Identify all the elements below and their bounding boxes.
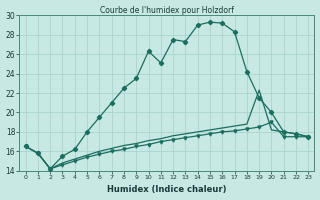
Title: Courbe de l'humidex pour Holzdorf: Courbe de l'humidex pour Holzdorf: [100, 6, 234, 15]
X-axis label: Humidex (Indice chaleur): Humidex (Indice chaleur): [107, 185, 227, 194]
